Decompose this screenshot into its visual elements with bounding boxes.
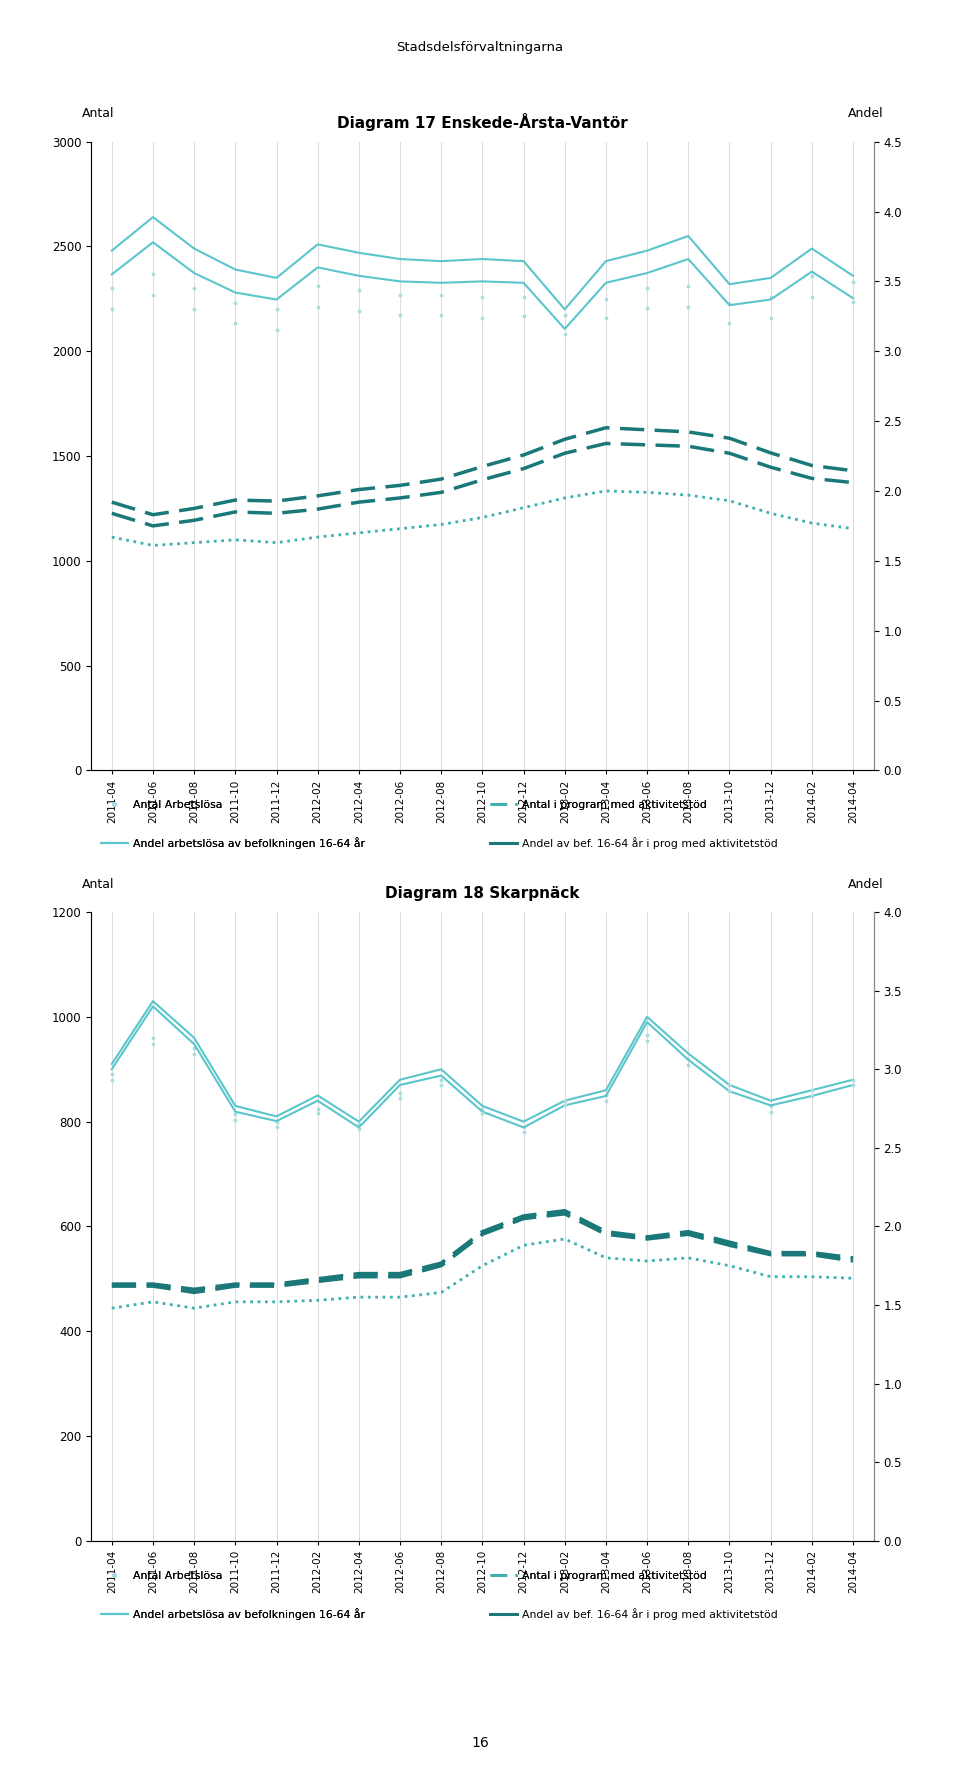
Text: 16: 16 xyxy=(471,1736,489,1750)
Legend: Antal i program med aktivitetstöd: Antal i program med aktivitetstöd xyxy=(486,1566,711,1585)
Legend: Antal Arbetslösa: Antal Arbetslösa xyxy=(97,795,228,815)
Legend: Andel arbetslösa av befolkningen 16-64 år: Andel arbetslösa av befolkningen 16-64 å… xyxy=(97,1603,370,1624)
Title: Diagram 17 Enskede-Årsta-Vantör: Diagram 17 Enskede-Årsta-Vantör xyxy=(337,113,628,131)
Legend: Antal Arbetslösa: Antal Arbetslösa xyxy=(97,1566,228,1585)
Text: Andel: Andel xyxy=(848,878,883,891)
Text: Antal: Antal xyxy=(82,878,114,891)
Legend: Andel av bef. 16-64 år i prog med aktivitetstöd: Andel av bef. 16-64 år i prog med aktivi… xyxy=(486,832,782,854)
Text: Antal: Antal xyxy=(82,108,114,120)
Legend: Andel av bef. 16-64 år i prog med aktivitetstöd: Andel av bef. 16-64 år i prog med aktivi… xyxy=(486,1603,782,1624)
Legend: Antal i program med aktivitetstöd: Antal i program med aktivitetstöd xyxy=(486,795,711,815)
Title: Diagram 18 Skarpnäck: Diagram 18 Skarpnäck xyxy=(385,886,580,901)
Text: Andel: Andel xyxy=(848,108,883,120)
Legend: Andel arbetslösa av befolkningen 16-64 år: Andel arbetslösa av befolkningen 16-64 å… xyxy=(97,832,370,854)
Text: Stadsdelsförvaltningarna: Stadsdelsförvaltningarna xyxy=(396,41,564,53)
